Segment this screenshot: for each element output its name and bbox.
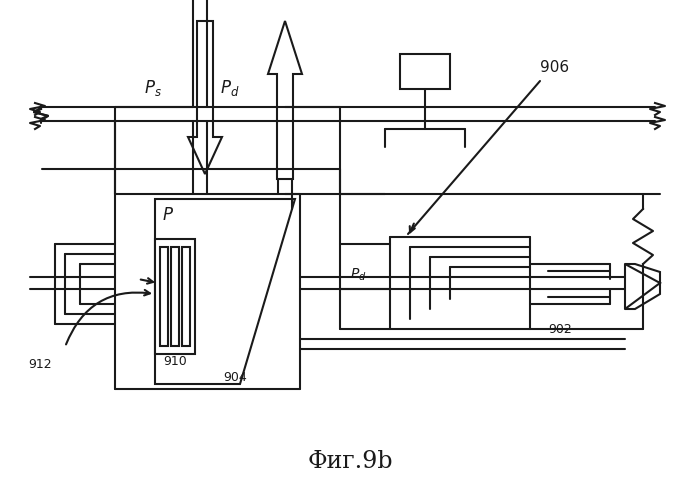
Text: 906: 906 (540, 61, 570, 75)
Text: 904: 904 (223, 371, 247, 384)
Text: Фиг.9b: Фиг.9b (307, 449, 393, 472)
Polygon shape (268, 22, 302, 180)
Text: 912: 912 (28, 358, 52, 371)
Text: 910: 910 (163, 355, 187, 368)
Polygon shape (625, 264, 660, 309)
Bar (400, 55, 450, 90)
Text: $P_d$: $P_d$ (350, 266, 366, 283)
Bar (182, 247, 190, 346)
Bar (171, 247, 179, 346)
Text: P: P (163, 205, 173, 224)
Polygon shape (188, 22, 222, 175)
Text: $P_d$: $P_d$ (220, 78, 239, 98)
Bar (155, 240, 195, 354)
Text: $P_s$: $P_s$ (144, 78, 162, 98)
Text: 902: 902 (548, 323, 572, 336)
Polygon shape (155, 200, 295, 384)
Bar (160, 247, 168, 346)
